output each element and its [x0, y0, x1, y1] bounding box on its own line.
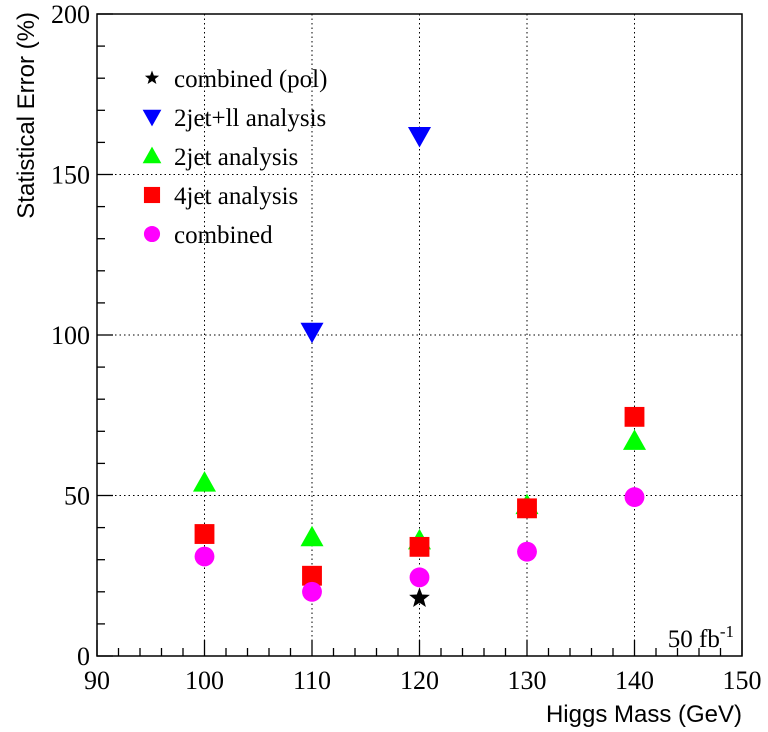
x-tick-label: 100	[185, 666, 224, 695]
data-point-combined	[409, 567, 430, 588]
x-axis-title: Higgs Mass (GeV)	[546, 701, 742, 728]
data-point-4jet-analysis	[624, 406, 645, 427]
x-tick-label: 130	[508, 666, 547, 695]
y-tick-labels: 0 50 100 150 200	[51, 0, 90, 671]
legend-label-combined: combined	[174, 222, 273, 249]
data-point-combined	[517, 541, 537, 562]
data-point-combined-pol	[409, 587, 430, 608]
luminosity-annotation: 50 fb-1	[668, 622, 734, 653]
legend-marker-combined-pol	[144, 70, 160, 85]
legend-marker-combined	[143, 225, 161, 243]
legend-label-2jet-ll-analysis: 2jet+ll analysis	[174, 105, 326, 132]
legend-marker-4jet-analysis	[143, 186, 161, 204]
legend-label-4jet-analysis: 4jet analysis	[174, 183, 298, 210]
legend-marker-2jet-ll-analysis	[142, 109, 162, 127]
y-tick-label: 50	[64, 482, 90, 511]
data-point-4jet-analysis	[517, 498, 537, 519]
data-point-2jet-ll-analysis	[407, 126, 432, 148]
y-tick-label: 100	[51, 321, 90, 350]
x-tick-label: 90	[84, 666, 110, 695]
data-point-combined	[302, 581, 322, 602]
data-point-combined	[194, 546, 215, 567]
x-tick-label: 120	[400, 666, 439, 695]
data-point-2jet-analysis	[192, 471, 217, 492]
data-point-4jet-analysis	[409, 536, 430, 557]
y-tick-label: 0	[77, 642, 90, 671]
legend-label-2jet-analysis: 2jet analysis	[174, 144, 298, 171]
luminosity-exponent: -1	[720, 622, 734, 641]
data-point-2jet-analysis	[622, 429, 647, 450]
x-tick-label: 150	[723, 666, 762, 695]
legend-label-combined-pol: combined (pol)	[174, 66, 327, 93]
data-point-4jet-analysis	[194, 524, 215, 544]
data-point-2jet-ll-analysis	[300, 322, 324, 344]
x-tick-label: 140	[615, 666, 654, 695]
legend: combined (pol) 2jet+ll analysis 2jet analy…	[142, 66, 327, 249]
data-point-4jet-analysis	[302, 565, 322, 586]
data-points	[192, 126, 647, 608]
y-tick-label: 200	[51, 0, 90, 29]
axis-ticks	[96, 13, 743, 657]
x-tick-labels: 90 100 110 120 130 140 150	[84, 666, 762, 695]
data-point-2jet-analysis	[300, 525, 324, 547]
y-axis-title: Statistical Error (%)	[13, 12, 40, 219]
luminosity-value: 50 fb	[668, 626, 720, 653]
y-tick-label: 150	[51, 161, 90, 190]
data-point-combined	[624, 487, 645, 508]
legend-marker-2jet-analysis	[142, 146, 162, 164]
x-tick-label: 110	[293, 666, 331, 695]
